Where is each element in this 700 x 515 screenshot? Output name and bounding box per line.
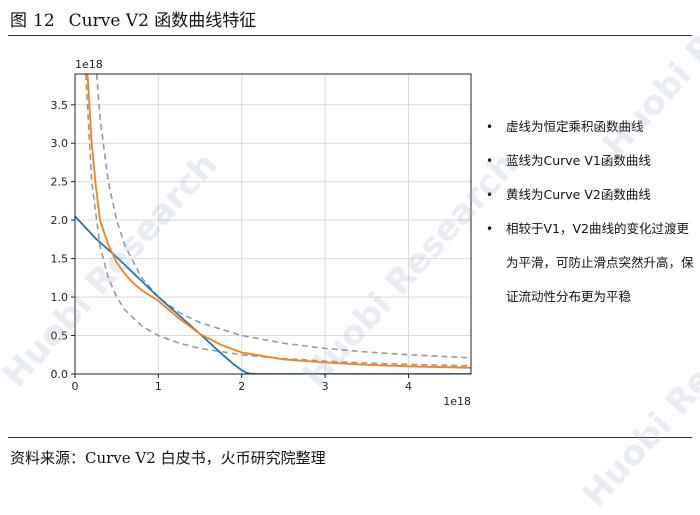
note-v1: 蓝线为Curve V1函数曲线: [486, 144, 696, 178]
axis-ticks: 0 1 2 3 4 0.0 0.5 1.0 1.5 2.0 2.5 3.0 3.5: [51, 99, 412, 393]
x-tick-label: 3: [322, 380, 329, 393]
note-v2: 黄线为Curve V2函数曲线: [486, 178, 696, 212]
y-tick-label: 0.0: [51, 368, 69, 381]
source-note: 资料来源：Curve V2 白皮书，火币研究院整理: [10, 449, 326, 467]
note-comparison: 相较于V1，V2曲线的变化过渡更为平滑，可防止滑点突然升高，保证流动性分布更为平…: [486, 212, 696, 314]
header-rule: [8, 35, 692, 36]
constant-product-line: [85, 74, 471, 367]
figure-title: Curve V2 函数曲线特征: [68, 11, 257, 31]
y-offset-label: 1e18: [75, 58, 103, 71]
constant-product-line: [95, 74, 471, 359]
footer-rule: [8, 437, 692, 438]
y-tick-label: 1.5: [51, 253, 69, 266]
x-tick-label: 0: [72, 380, 79, 393]
x-offset-label: 1e18: [443, 395, 471, 408]
figure-header: 图 12 Curve V2 函数曲线特征: [10, 6, 690, 31]
y-tick-label: 1.0: [51, 291, 69, 304]
y-tick-label: 3.5: [51, 99, 69, 112]
grid: [74, 74, 471, 375]
y-tick-label: 3.0: [51, 137, 69, 150]
y-tick-label: 0.5: [51, 330, 69, 343]
x-tick-label: 2: [238, 380, 245, 393]
series-lines: [75, 74, 471, 374]
y-tick-label: 2.0: [51, 214, 69, 227]
y-tick-label: 2.5: [51, 176, 69, 189]
chart-notes: 虚线为恒定乘积函数曲线 蓝线为Curve V1函数曲线 黄线为Curve V2函…: [486, 110, 696, 314]
x-tick-label: 4: [405, 380, 412, 393]
note-dashed: 虚线为恒定乘积函数曲线: [486, 110, 696, 144]
plot-frame: [74, 73, 472, 375]
chart: 0 1 2 3 4 0.0 0.5 1.0 1.5 2.0 2.5 3.0 3.5 1e18 1e18: [51, 58, 472, 408]
v1-line: [75, 215, 471, 374]
v2-line: [86, 74, 471, 369]
figure-number: 12: [33, 11, 55, 31]
figure-label: 图: [10, 11, 27, 31]
x-tick-label: 1: [155, 380, 162, 393]
